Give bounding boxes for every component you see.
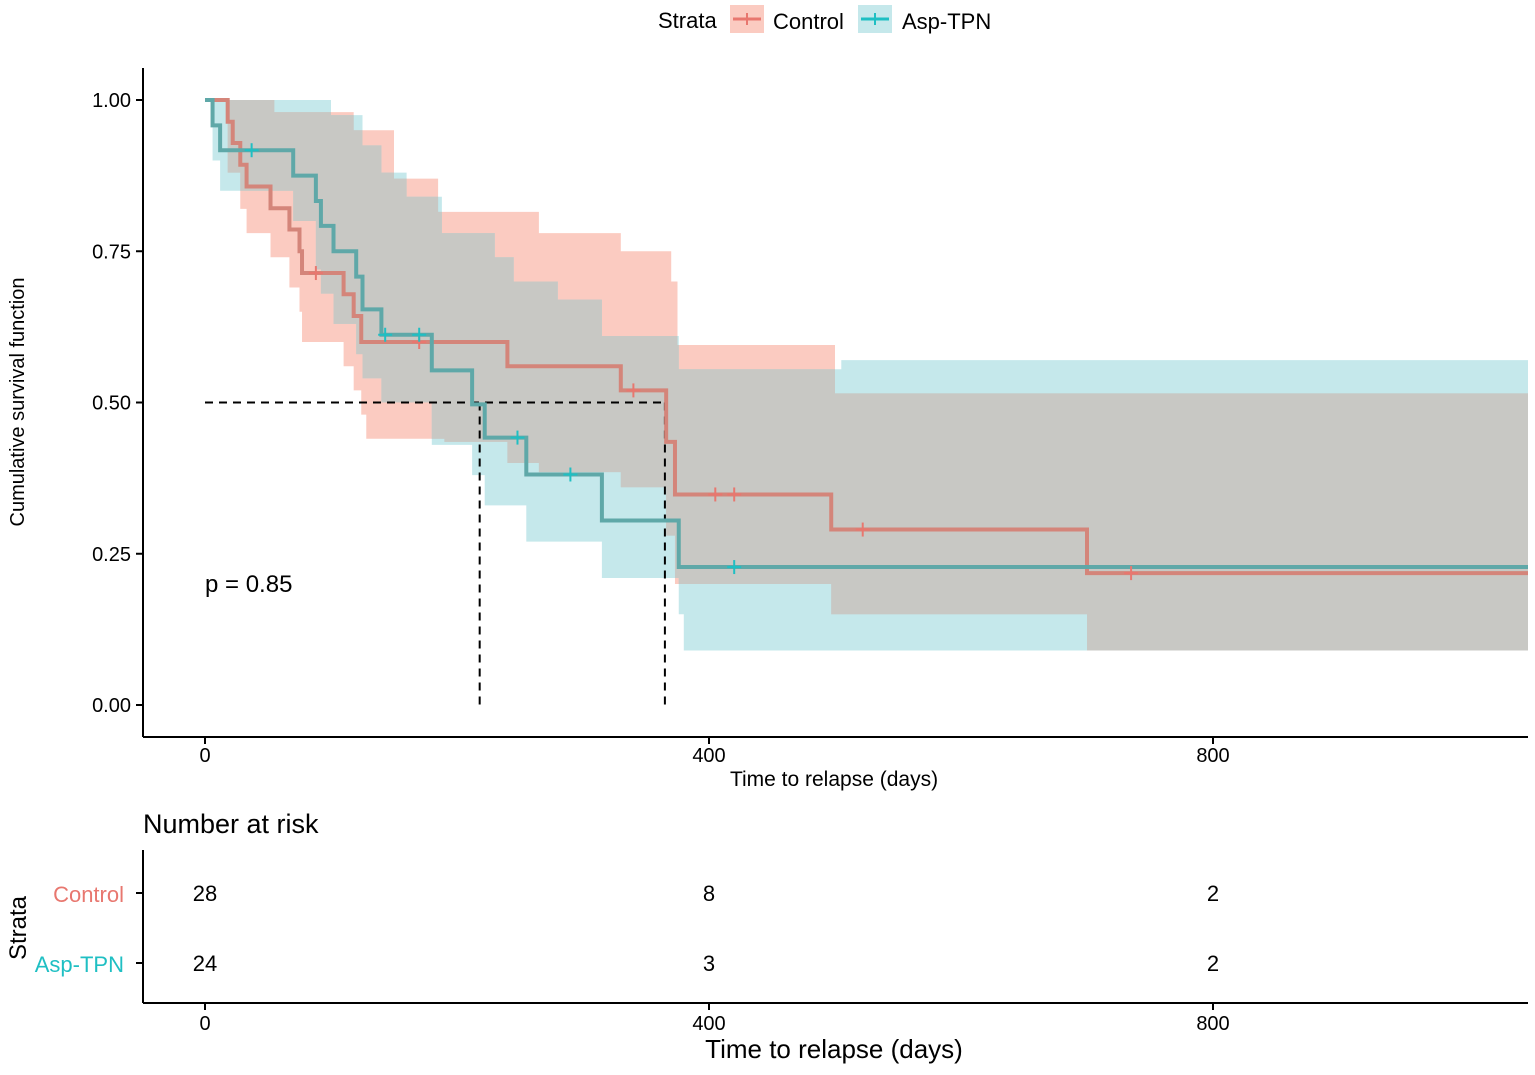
- survival-line-asp-tpn: [205, 98, 1528, 570]
- y-tick-label: 0.00: [92, 695, 131, 717]
- censor-mark: [1124, 566, 1139, 581]
- x-tick-label: 0: [199, 745, 210, 767]
- risk-x-tick-label: 800: [1196, 1013, 1229, 1035]
- legend-key-control: [730, 5, 764, 33]
- risk-x-tick-label: 0: [199, 1013, 210, 1035]
- risk-y-axis-title: Strata: [5, 895, 32, 960]
- confidence-bands: [205, 100, 1528, 651]
- x-axis-title: Time to relapse (days): [730, 768, 938, 791]
- censor-mark: [244, 143, 259, 158]
- censor-mark: [626, 383, 641, 398]
- censor-marks-asp-tpn: [244, 143, 742, 575]
- censor-mark: [378, 327, 393, 342]
- x-tick-label: 800: [1196, 745, 1229, 767]
- risk-cell: 24: [193, 951, 217, 976]
- legend-key-asp-tpn: [858, 5, 892, 33]
- censor-mark: [727, 560, 742, 575]
- legend-label: Asp-TPN: [902, 9, 991, 34]
- risk-table-title: Number at risk: [143, 809, 319, 839]
- survival-lines: [205, 98, 1528, 576]
- censor-mark: [708, 487, 723, 502]
- risk-cell: 2: [1207, 951, 1219, 976]
- risk-row-asp-tpn: Asp-TPN 24 3 2: [35, 951, 1219, 977]
- risk-cell: 2: [1207, 881, 1219, 906]
- y-tick-label: 1.00: [92, 90, 131, 112]
- y-tick-label: 0.75: [92, 241, 131, 263]
- censor-mark: [855, 522, 870, 537]
- survival-line-control: [205, 98, 1528, 576]
- censor-mark: [308, 266, 323, 281]
- y-tick-label: 0.25: [92, 544, 131, 566]
- legend-title: Strata: [658, 8, 717, 33]
- y-tick-label: 0.50: [92, 393, 131, 415]
- censor-mark: [563, 467, 578, 482]
- censor-mark: [412, 327, 427, 342]
- risk-x-axis-title: Time to relapse (days): [705, 1034, 963, 1064]
- risk-x-tick-label: 400: [692, 1013, 725, 1035]
- risk-table: Number at risk Control 28 8 2 Asp-TPN 24 3 2 0 400…: [5, 809, 1528, 1064]
- censor-mark: [727, 487, 742, 502]
- risk-cell: 3: [703, 951, 715, 976]
- censor-mark: [510, 430, 525, 445]
- x-tick-label: 400: [692, 745, 725, 767]
- risk-row-label: Control: [53, 882, 124, 907]
- legend-label: Control: [773, 9, 844, 34]
- median-lines: [205, 401, 666, 705]
- risk-cell: 8: [703, 881, 715, 906]
- risk-cell: 28: [193, 881, 217, 906]
- p-value-annotation: p = 0.85: [205, 571, 292, 598]
- risk-row-label: Asp-TPN: [35, 952, 124, 977]
- legend: Strata Control Asp-TPN: [658, 5, 991, 34]
- y-axis-title: Cumulative survival function: [7, 278, 29, 527]
- risk-row-control: Control 28 8 2: [53, 881, 1219, 907]
- censor-marks-control: [308, 266, 1139, 581]
- axes: 0.00 0.25 0.50 0.75 1.00 0 400 800 Time to relap…: [7, 68, 1528, 791]
